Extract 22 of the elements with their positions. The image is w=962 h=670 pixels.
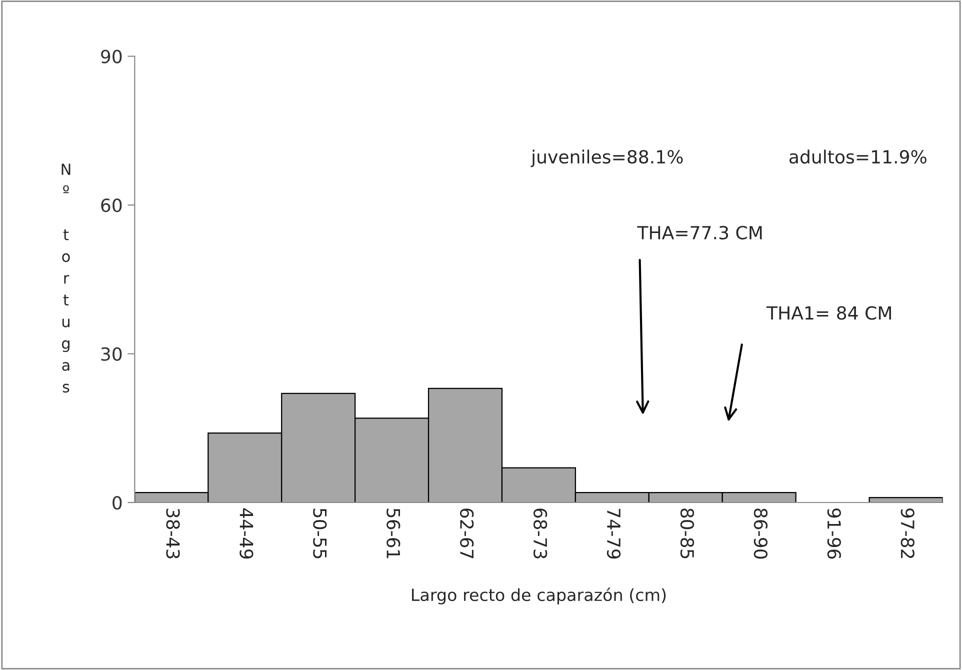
x-tick-label: 86-90 — [754, 508, 768, 559]
x-tick-label: 38-43 — [166, 508, 180, 558]
annotation: THA1= 84 CM — [766, 306, 891, 320]
y-tick-label: 30 — [101, 347, 122, 361]
x-tick-label: 97-82 — [900, 508, 914, 558]
x-tick-label: 56-61 — [386, 508, 400, 558]
bar — [868, 496, 943, 502]
y-tick-label: 0 — [112, 496, 122, 510]
y-tick-label: 90 — [101, 50, 122, 64]
text: Nº tortugas — [62, 164, 70, 393]
x-axis-title: Largo recto de caparazón (cm) — [412, 588, 666, 604]
y-tick-label: 60 — [101, 198, 122, 212]
x-tick-label: 91-96 — [827, 508, 841, 559]
x-tick-label: 50-55 — [313, 508, 327, 558]
x-tick-label: 62-67 — [460, 508, 474, 558]
x-tick-label: 68-73 — [533, 508, 548, 558]
x-tick-label: 80-85 — [680, 508, 694, 558]
x-tick-label: 74-79 — [606, 508, 621, 559]
x-tick-label: 44-49 — [240, 508, 254, 559]
annotation: adultos=11.9% — [789, 150, 926, 164]
annotation: THA=77.3 CM — [637, 226, 762, 240]
annotation: juveniles=88.1% — [530, 150, 683, 168]
